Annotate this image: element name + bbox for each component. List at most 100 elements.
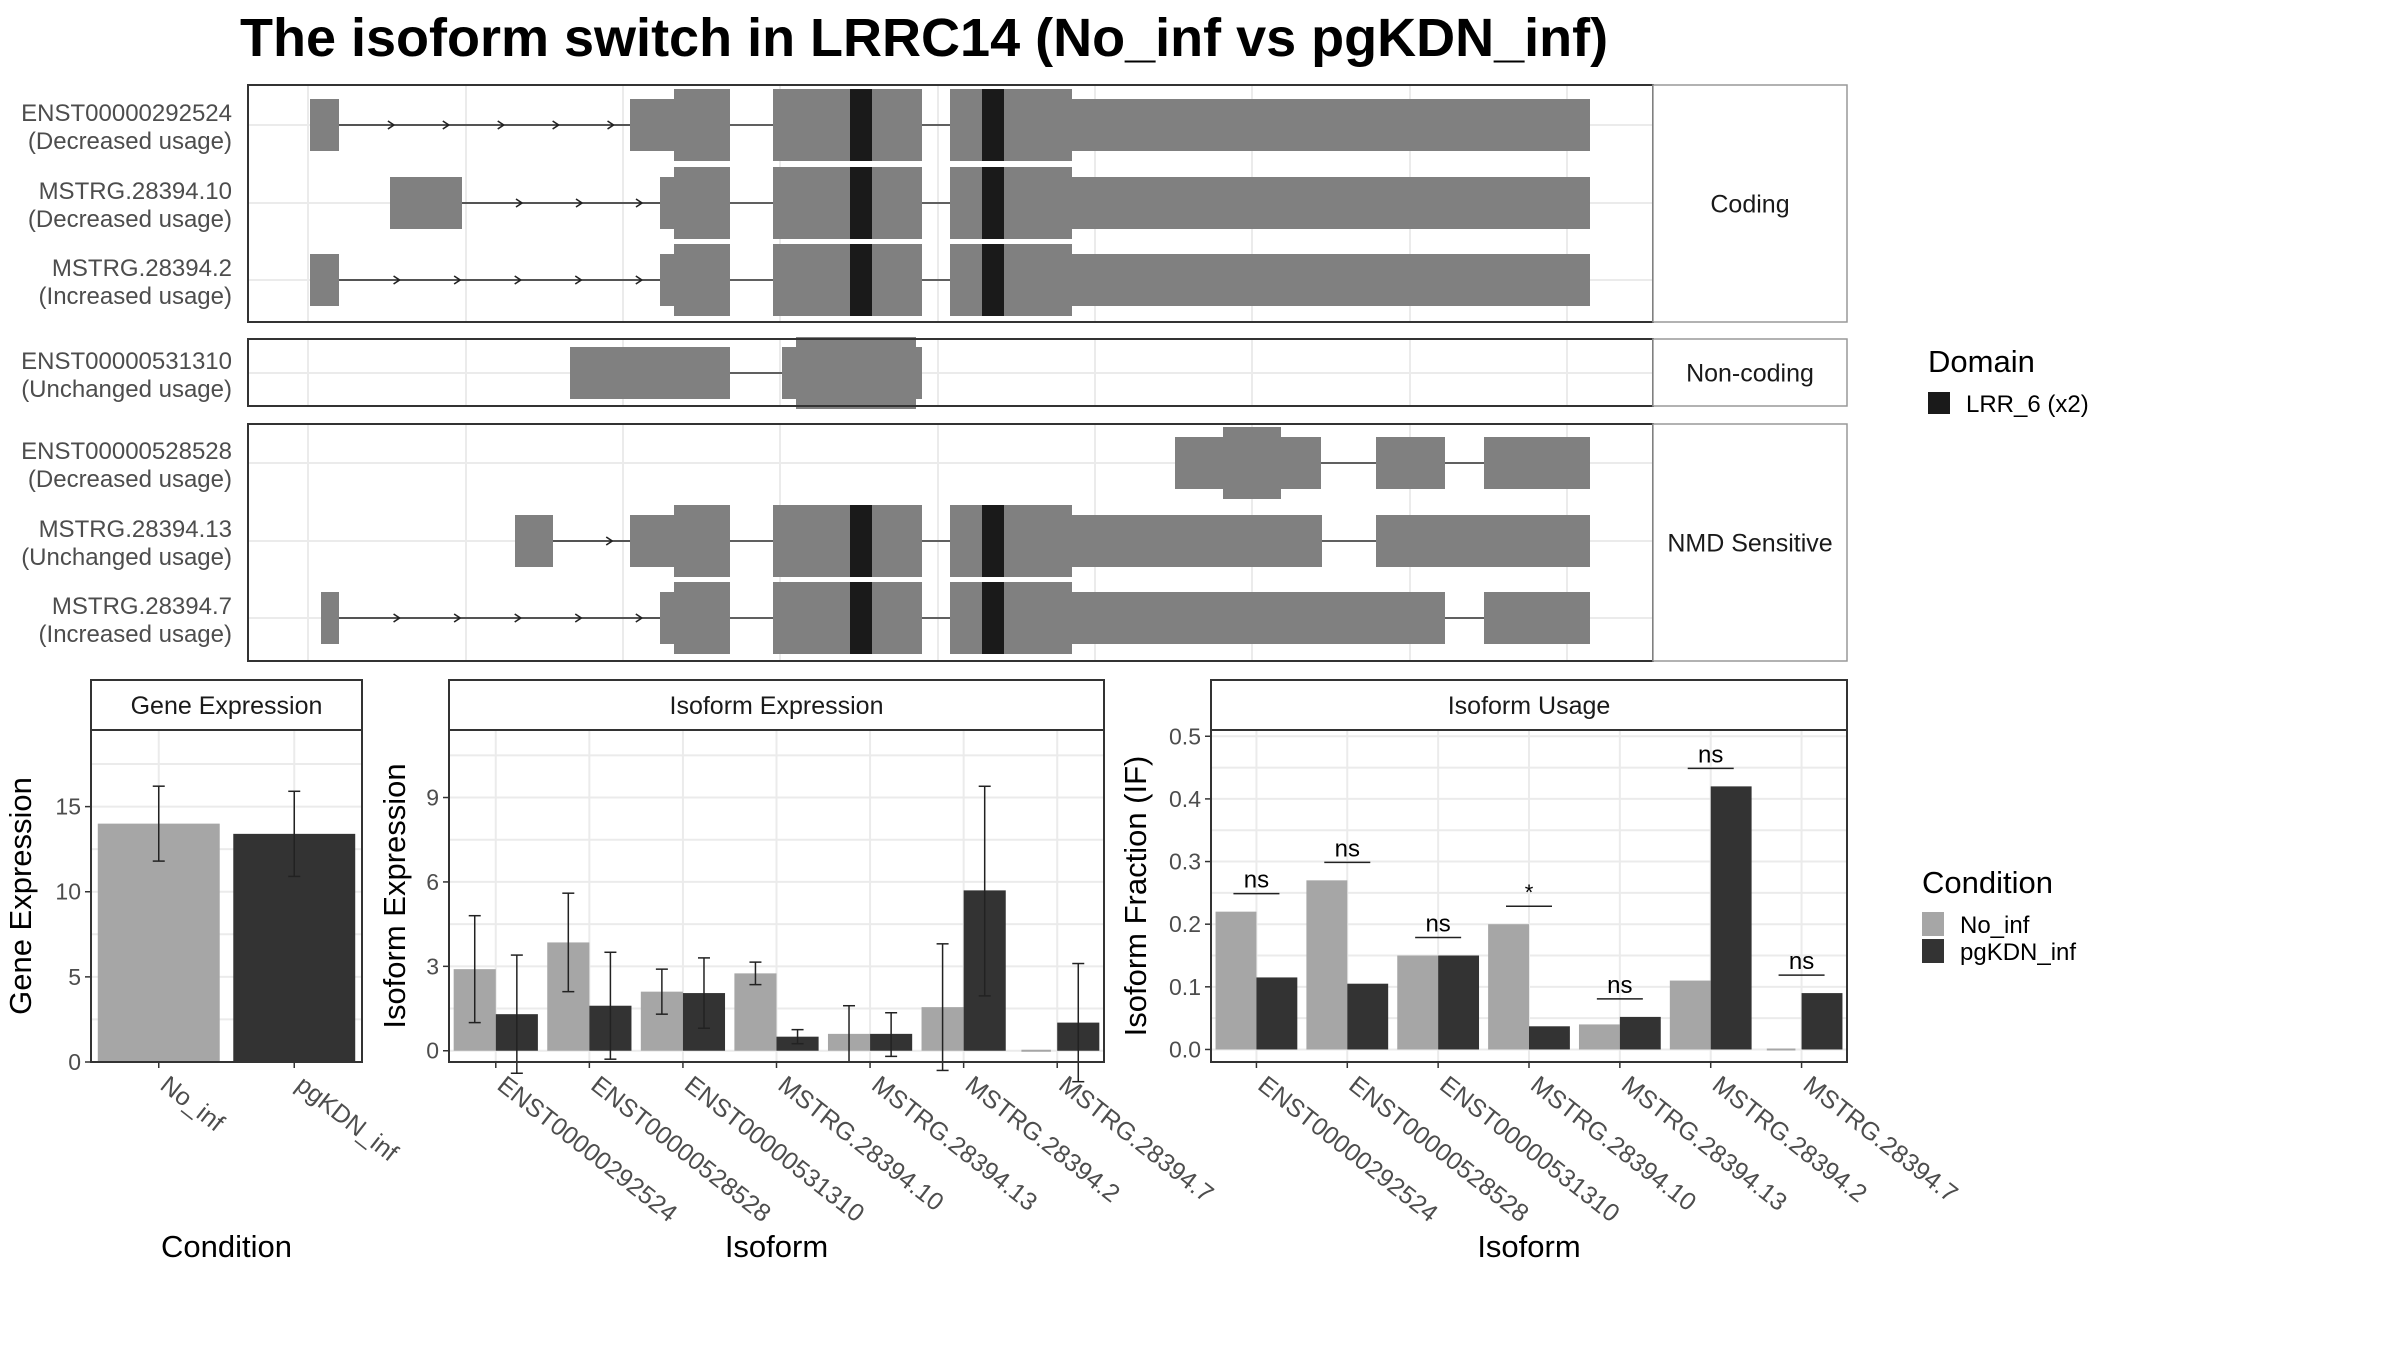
bar [1669,980,1711,1050]
exon [630,515,674,567]
bar [1256,977,1298,1050]
exon [1072,254,1590,306]
domain-segment [850,167,872,239]
transcript-structure-panel: ENST00000292524(Decreased usage) MSTRG.28… [21,84,1848,662]
exon [872,89,922,161]
facet-strip [448,679,1105,731]
x-tick-label: ENST00000292524 [492,1071,682,1228]
exon [515,515,553,567]
x-axis-title: Isoform [725,1229,828,1264]
exon [321,592,339,644]
strand-arrow [514,613,523,623]
x-tick-label: MSTRG.28394.2 [1707,1071,1872,1209]
domain-segment [982,244,1004,316]
significance-label: ns [1789,948,1814,975]
exon [1072,99,1590,151]
x-tick-label: MSTRG.28394.13 [866,1071,1042,1217]
exon [950,244,982,316]
y-tick-label: 6 [426,869,439,895]
domain-segment [982,582,1004,654]
exon [872,167,922,239]
x-axis-title: Isoform [1477,1229,1580,1264]
exon [660,254,674,306]
exon [773,244,850,316]
legend-label: No_inf [1960,912,2030,939]
bar [1710,786,1752,1050]
isoform-id-label: ENST00000531310 [21,348,232,375]
exon [660,177,674,229]
strand-arrow [442,120,451,130]
x-tick-label: MSTRG.28394.10 [773,1071,949,1217]
exon [390,177,462,229]
isoform-id-label: ENST00000292524 [21,100,232,127]
domain-segment [982,167,1004,239]
isoform-id-label: MSTRG.28394.13 [39,516,232,543]
isoform-id-label: MSTRG.28394.10 [39,178,232,205]
strand-arrow [453,275,462,285]
domain-segment [850,505,872,577]
legend-swatch [1922,939,1944,963]
exon [310,254,339,306]
domain-segment [850,244,872,316]
exon [674,582,730,654]
exon [1072,515,1322,567]
exon [872,505,922,577]
legend-label: pgKDN_inf [1960,939,2076,966]
exon [1004,244,1072,316]
exon [1004,582,1072,654]
exon [1484,437,1590,489]
exon [674,167,730,239]
exon [773,89,850,161]
facet-strip-label: Non-coding [1686,360,1814,388]
exon [950,582,982,654]
facet-strip-label: NMD Sensitive [1667,530,1832,558]
bar [1801,993,1843,1050]
exon [950,89,982,161]
y-tick-label: 0.1 [1169,974,1201,1000]
y-axis-title: Isoform Expression [377,763,412,1028]
strand-arrow [387,120,396,130]
bar [734,973,777,1051]
exon [674,505,730,577]
strand-arrow [575,198,584,208]
facet-strip [1652,338,1848,407]
bar [1619,1016,1661,1050]
domain-legend: Domain LRR_6 (x2) [1928,344,2089,418]
isoform-usage-label: (Decreased usage) [28,128,232,155]
y-axis-title: Isoform Fraction (IF) [1118,756,1153,1037]
bar [97,823,220,1062]
strand-arrow [635,275,644,285]
exon [782,347,796,399]
y-tick-label: 0.0 [1169,1036,1201,1062]
x-tick-label: MSTRG.28394.7 [1798,1071,1963,1209]
exon [1175,437,1223,489]
exon [1281,437,1321,489]
y-tick-label: 0.5 [1169,723,1201,749]
domain-segment [850,582,872,654]
y-tick-label: 10 [55,879,81,905]
exon [872,582,922,654]
exon [630,99,674,151]
bar [1397,955,1439,1050]
exon [1004,505,1072,577]
y-tick-label: 0 [426,1038,439,1064]
y-tick-label: 9 [426,785,439,811]
strand-arrow [552,120,561,130]
x-tick-label: MSTRG.28394.10 [1525,1071,1701,1217]
significance-label: ns [1698,741,1723,768]
exon [1072,592,1445,644]
exon [950,505,982,577]
strand-arrow [453,613,462,623]
exon [1072,177,1590,229]
exon [872,244,922,316]
y-tick-label: 0.3 [1169,849,1201,875]
significance-label: * [1525,880,1534,905]
exon [1004,89,1072,161]
facet-strip-label: Coding [1710,191,1789,219]
strand-arrow [635,198,644,208]
x-tick-label: MSTRG.28394.13 [1616,1071,1792,1217]
significance-label: ns [1244,867,1269,894]
x-axis-title: Condition [161,1229,292,1264]
exon [570,347,730,399]
